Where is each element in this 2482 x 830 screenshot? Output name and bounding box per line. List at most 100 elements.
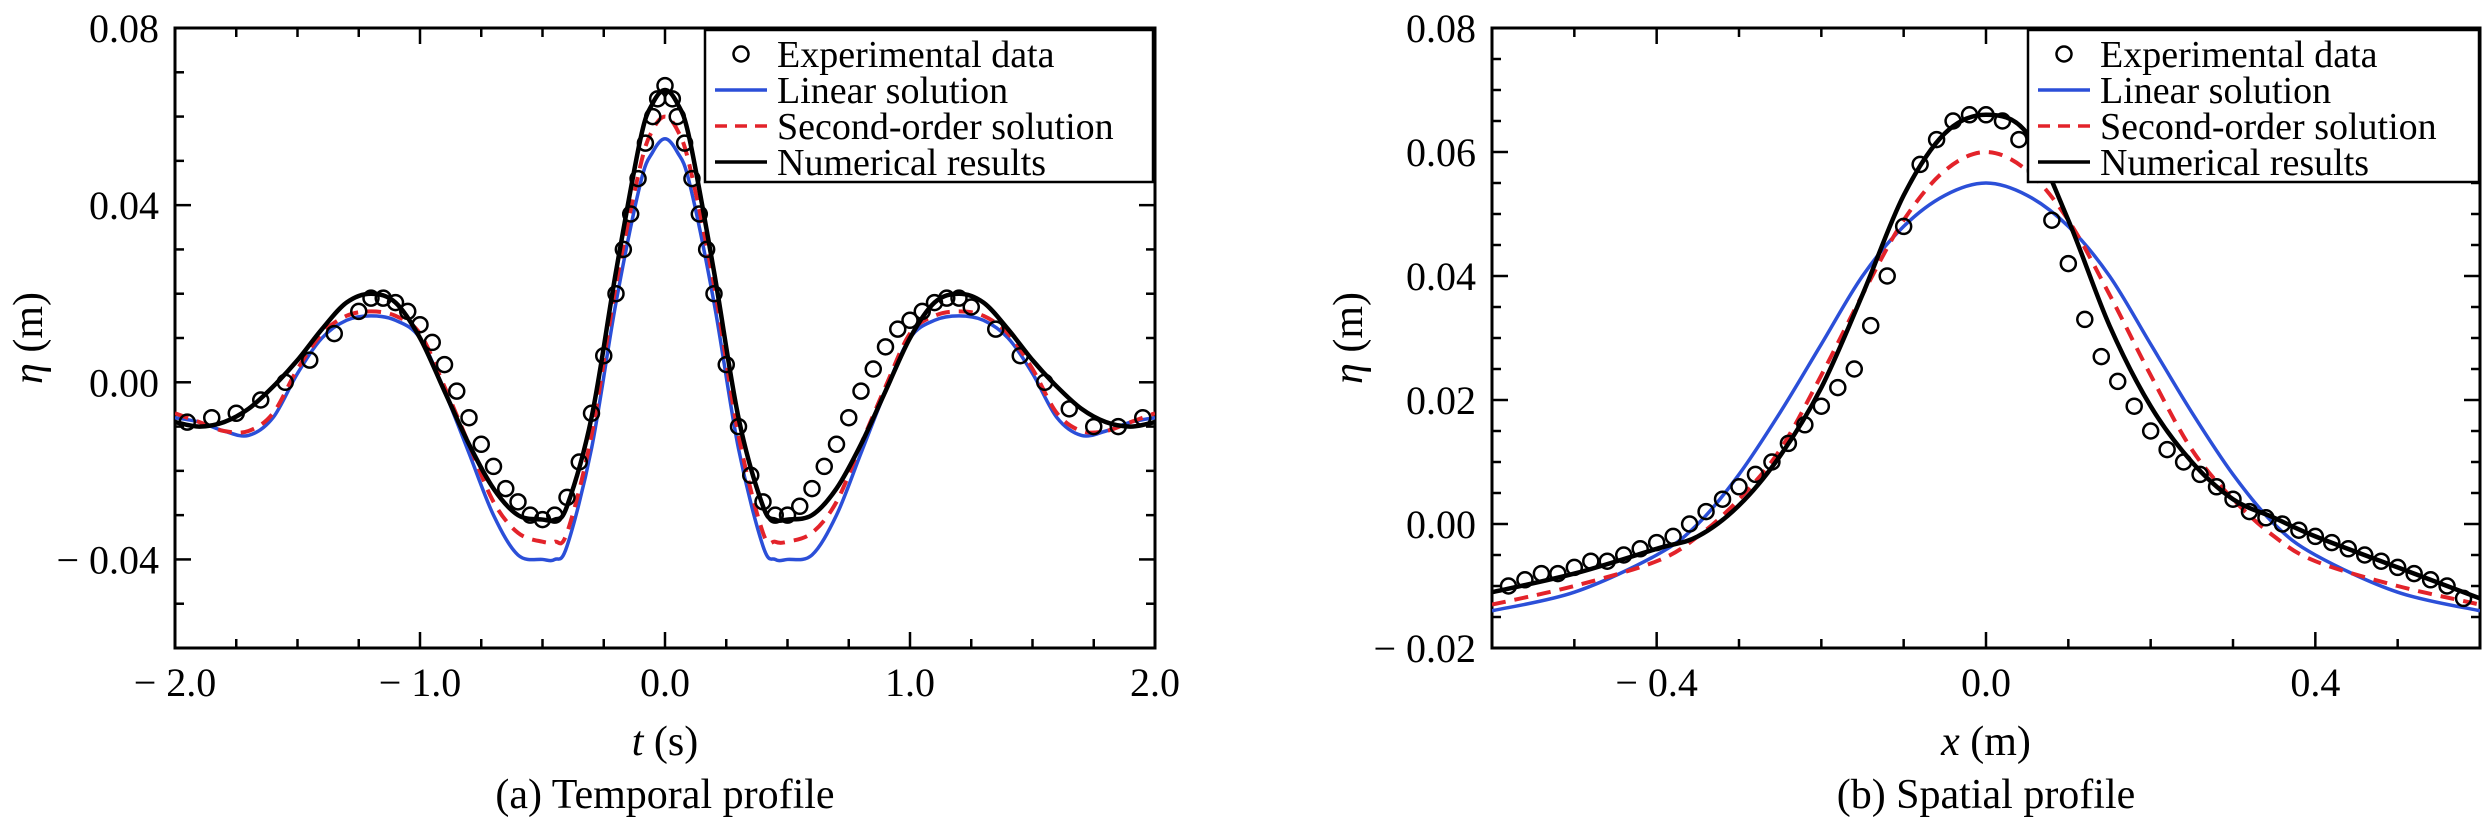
experimental-data-point <box>1812 397 1831 415</box>
experimental-data-point <box>2043 211 2061 229</box>
y-axis-var: η <box>1326 363 1372 384</box>
experimental-data-point <box>1549 564 1567 583</box>
experimental-data-point <box>1516 571 1534 589</box>
experimental-data-point <box>2339 540 2358 558</box>
experimental-data-point <box>2405 564 2423 583</box>
x-tick-label: 0.0 <box>1961 660 2011 705</box>
series-line-numerical-results <box>1492 112 2480 601</box>
experimental-data-point <box>717 355 735 374</box>
y-tick-label: 0.04 <box>1406 254 1476 299</box>
experimental-data-point <box>386 293 405 312</box>
experimental-data-point <box>350 302 368 321</box>
experimental-data-point <box>2207 478 2226 496</box>
experimental-data-point <box>2108 372 2127 391</box>
experimental-data-point <box>2224 490 2242 508</box>
experimental-data-point <box>852 382 870 400</box>
experimental-data-point <box>435 355 454 374</box>
experimental-data-point <box>864 360 882 378</box>
y-tick-label: 0.08 <box>1406 6 1476 51</box>
experimental-data-point <box>1011 346 1029 365</box>
experimental-data-point <box>889 320 907 338</box>
y-axis-unit: (m) <box>6 292 52 363</box>
experimental-data-point <box>690 205 709 223</box>
experimental-data-point <box>2158 440 2176 459</box>
experimental-data-point <box>754 493 772 511</box>
experimental-data-point <box>1697 502 1715 521</box>
y-axis-unit: (m) <box>1326 292 1372 363</box>
x-tick-label: 0.4 <box>2290 660 2340 705</box>
experimental-data-point <box>1499 577 1518 595</box>
series-line-second-order-solution <box>1492 149 2480 607</box>
y-axis-label: η (m) <box>1326 292 1372 384</box>
experimental-data-point <box>2059 254 2078 273</box>
legend-marker-experimental <box>732 45 750 63</box>
experimental-data-point <box>2240 502 2259 521</box>
experimental-data-point <box>1763 453 1781 471</box>
experimental-data-point <box>950 289 968 307</box>
legend-label: Linear solution <box>2100 70 2331 112</box>
experimental-data-point <box>2257 509 2275 527</box>
experimental-data-point <box>2454 589 2473 608</box>
experimental-data-point <box>2125 397 2143 415</box>
chart-panel-spatial: − 0.4 0.0 0.4 − 0.02 0.00 0.02 0.04 0.06 0.08 x (… <box>1326 6 2482 818</box>
experimental-data-point <box>1713 490 1732 508</box>
x-axis-var: x <box>1940 719 1960 765</box>
experimental-data-point <box>901 311 919 330</box>
experimental-data-point <box>1796 416 1814 434</box>
chart-caption: (a) Temporal profile <box>495 772 834 818</box>
chart-panel-temporal: − 2.0 − 1.0 0.0 1.0 2.0 − 0.04 0.00 0.04 0.08 t (… <box>6 6 1180 818</box>
experimental-data-point <box>448 382 466 400</box>
experimental-data-point <box>1647 533 1666 552</box>
experimental-data-point <box>595 346 613 365</box>
experimental-data-point <box>252 391 270 409</box>
experimental-data-point <box>607 284 625 303</box>
experimental-data-point <box>644 107 662 126</box>
experimental-data-point <box>1680 515 1699 533</box>
experimental-data-point <box>1911 155 1929 174</box>
experimental-data-point <box>683 169 701 188</box>
experimental-data-point <box>2438 577 2456 595</box>
experimental-data-point <box>1085 417 1103 436</box>
y-axis-label: η (m) <box>6 292 52 384</box>
plot-area <box>175 76 1155 563</box>
experimental-data-point <box>803 479 821 498</box>
y-tick-label: − 0.02 <box>1373 626 1476 671</box>
series-line-linear-solution <box>175 136 1155 563</box>
experimental-data-point <box>227 404 245 423</box>
x-tick-label: − 2.0 <box>134 660 217 705</box>
legend-marker-experimental <box>2055 45 2073 63</box>
experimental-data-point <box>2010 130 2028 149</box>
x-tick-label: − 1.0 <box>379 660 462 705</box>
experimental-data-point <box>840 408 858 427</box>
legend-label: Second-order solution <box>2100 106 2437 148</box>
x-axis-unit: (m) <box>1960 719 2031 765</box>
experimental-data-point <box>636 134 655 152</box>
experimental-data-point <box>2174 453 2193 471</box>
x-axis-var: t <box>632 719 645 765</box>
experimental-data-point <box>778 506 797 524</box>
experimental-data-point <box>2372 552 2390 570</box>
experimental-data-point <box>1598 552 1617 570</box>
experimental-data-point <box>1746 465 1765 484</box>
experimental-data-point <box>791 497 809 516</box>
experimental-data-point <box>1829 378 1847 397</box>
experimental-data-point <box>938 289 956 307</box>
y-tick-label: 0.00 <box>89 360 159 405</box>
experimental-data-point <box>827 435 846 454</box>
experimental-data-point <box>558 488 576 507</box>
experimental-data-point <box>876 338 895 356</box>
experimental-data-point <box>546 506 564 524</box>
experimental-data-point <box>1845 360 1864 378</box>
experimental-data-point <box>2092 347 2111 366</box>
experimental-data-point <box>1927 130 1946 149</box>
experimental-data-point <box>2421 571 2440 589</box>
legend-box <box>703 28 1155 184</box>
experimental-data-point <box>2273 515 2292 533</box>
experimental-data-point <box>668 107 686 126</box>
legend-label: Numerical results <box>777 142 1046 184</box>
experimental-data-point <box>729 417 748 436</box>
experimental-data-point <box>742 466 760 485</box>
experimental-data-point <box>1730 478 1748 496</box>
experimental-data-point <box>1109 417 1127 436</box>
